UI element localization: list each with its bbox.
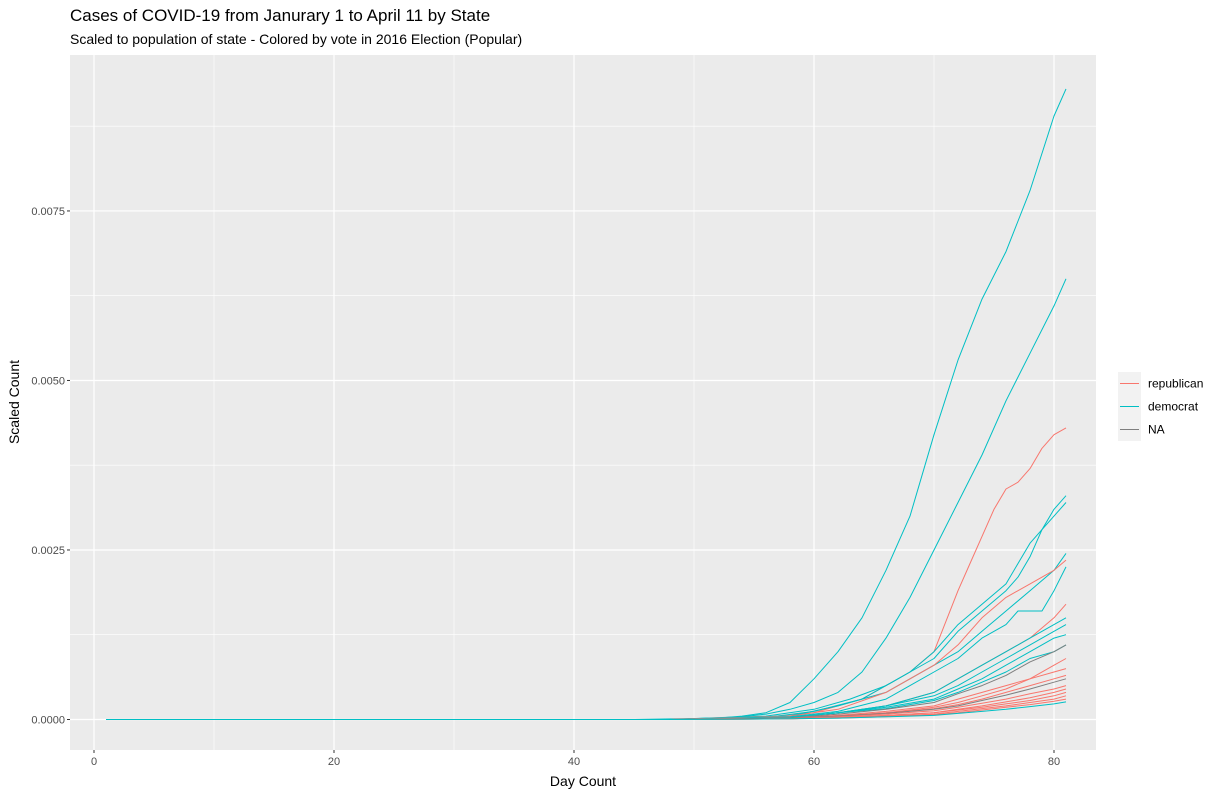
- x-tick-label: 80: [1048, 756, 1060, 768]
- x-axis-title: Day Count: [550, 773, 616, 789]
- legend-label: democrat: [1148, 400, 1199, 414]
- series-line-democrat: [106, 278, 1067, 720]
- series-line-na: [669, 678, 1067, 720]
- y-tick-label: 0.0025: [31, 545, 65, 557]
- chart-subtitle: Scaled to population of state - Colored …: [70, 31, 523, 47]
- y-tick-label: 0.0075: [31, 206, 65, 218]
- series-line-republican: [669, 559, 1067, 720]
- series-line-democrat: [669, 701, 1067, 720]
- series-line-democrat: [669, 644, 1067, 720]
- x-tick-label: 0: [91, 756, 97, 768]
- x-tick-label: 40: [568, 756, 580, 768]
- plot-panel: [70, 55, 1096, 750]
- y-axis-title: Scaled Count: [6, 360, 22, 444]
- y-tick-label: 0.0050: [31, 375, 65, 387]
- series-line-democrat: [669, 553, 1067, 720]
- y-axis: 0.0000 0.0025 0.0050 0.0075: [31, 206, 70, 726]
- legend: republican democrat NA: [1118, 372, 1203, 441]
- series-lines: [106, 88, 1067, 720]
- series-line-democrat: [106, 88, 1067, 720]
- series-line-democrat: [669, 495, 1067, 720]
- grid-minor: [70, 55, 1096, 750]
- y-tick-label: 0.0000: [31, 714, 65, 726]
- x-axis: 0 20 40 60 80: [91, 750, 1060, 768]
- x-tick-label: 20: [328, 756, 340, 768]
- chart-title: Cases of COVID-19 from Janurary 1 to Apr…: [70, 6, 491, 25]
- legend-label: NA: [1148, 423, 1165, 437]
- x-tick-label: 60: [808, 756, 820, 768]
- series-line-na: [669, 644, 1067, 720]
- legend-label: republican: [1148, 377, 1203, 391]
- series-line-democrat: [669, 566, 1067, 720]
